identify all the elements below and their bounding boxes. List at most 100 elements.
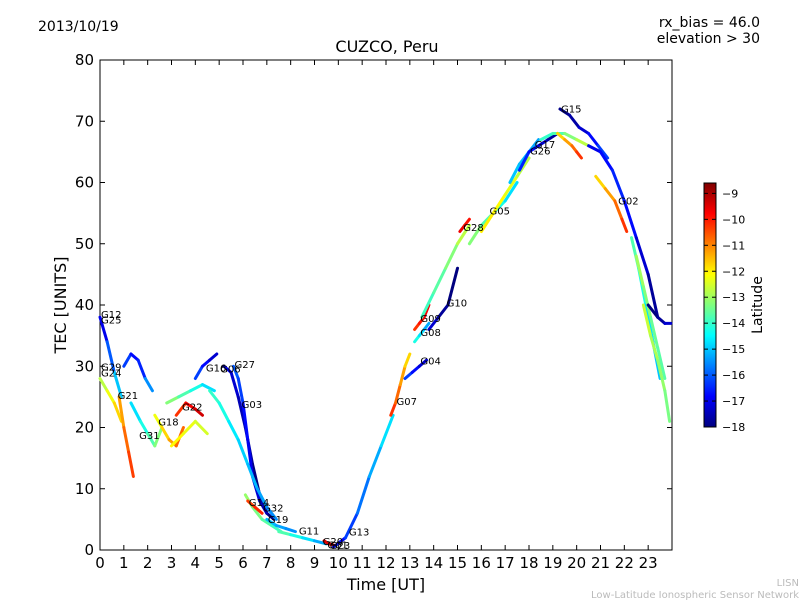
satellite-label: G21 <box>118 391 138 402</box>
series-segment <box>417 358 429 368</box>
series-segment <box>127 450 135 478</box>
series-G16 <box>193 352 219 380</box>
series-rise-a <box>420 223 471 319</box>
series-segment <box>241 401 250 442</box>
x-axis: 0 1 2 3 4 5 6 7 8 9 10 11 12 13 14 15 16 17 18 19 20 21 22 23 <box>95 60 658 572</box>
series-pre-dawn-a <box>122 352 154 393</box>
x-tick-label: 21 <box>591 554 610 572</box>
x-tick-label: 1 <box>119 554 129 572</box>
series-segment <box>255 487 269 509</box>
series-G04 <box>403 358 429 380</box>
series-segment <box>436 303 450 319</box>
series-segment <box>527 144 541 154</box>
series-segment <box>332 536 347 549</box>
satellite-label: G09 <box>420 314 440 325</box>
elevation-label: elevation > 30 <box>657 31 760 47</box>
series-segment <box>634 254 645 289</box>
x-tick-label: 7 <box>262 554 272 572</box>
series-segment <box>641 303 653 338</box>
satellite-label: G02 <box>618 196 638 207</box>
series-G15 <box>558 107 610 160</box>
series-segment <box>265 511 276 521</box>
satellite-label: G19 <box>268 515 288 526</box>
series-segment <box>432 266 448 295</box>
colorbar-tick-label: −14 <box>722 317 745 330</box>
satellite-label: G03 <box>242 400 262 411</box>
series-segment <box>603 187 617 203</box>
series-segment <box>663 389 672 423</box>
series-segment <box>117 395 126 429</box>
series-segment <box>394 383 402 405</box>
series-segment <box>456 223 471 246</box>
series-segment <box>398 364 407 387</box>
series-segment <box>170 432 185 448</box>
series-G20/G01/G23 <box>322 539 336 547</box>
series-segment <box>367 444 383 478</box>
colorbar-tick-label: −15 <box>722 343 745 356</box>
series-segment <box>491 193 507 215</box>
series-segment <box>656 315 667 325</box>
satellite-label: G05 <box>489 207 509 218</box>
series-segment <box>517 150 531 172</box>
x-tick-label: 22 <box>615 554 634 572</box>
series-segment <box>649 334 660 362</box>
series-segment <box>379 413 395 448</box>
series-segment <box>251 505 264 521</box>
satellite-label: G25 <box>101 316 121 327</box>
series-segment <box>577 125 591 135</box>
series-segment <box>599 150 614 172</box>
series-segment <box>622 199 638 240</box>
series-segment <box>246 462 259 491</box>
x-tick-label: 4 <box>191 554 201 572</box>
x-tick-label: 14 <box>424 554 443 572</box>
series-segment <box>122 426 131 454</box>
x-axis-label: Time [UT] <box>346 575 425 594</box>
series-pre-dawn-c <box>170 419 209 448</box>
series-G11 <box>277 530 328 546</box>
series-segment <box>146 432 157 448</box>
x-tick-label: 17 <box>496 554 515 572</box>
series-segment <box>446 266 459 307</box>
series-G28 <box>458 217 471 233</box>
series-segment <box>277 530 293 537</box>
series-eve-c <box>634 254 667 380</box>
y-tick-label: 0 <box>84 541 94 559</box>
series-segment <box>246 499 257 509</box>
series-segment <box>444 242 459 270</box>
series-segment <box>403 370 414 380</box>
series-segment <box>139 419 150 436</box>
series-eve-e <box>646 303 673 325</box>
series-segment <box>656 358 667 393</box>
series-segment <box>98 377 109 393</box>
colorbar-tick-label: −16 <box>722 369 745 382</box>
y-tick-label: 40 <box>75 296 94 314</box>
series-segment <box>656 346 667 380</box>
series-segment <box>122 352 133 368</box>
satellite-label: G12 <box>101 310 121 321</box>
satellite-label: G16 <box>206 363 226 374</box>
series-segment <box>222 364 233 374</box>
x-tick-label: 3 <box>167 554 177 572</box>
series-segment <box>231 364 240 380</box>
series-segment <box>613 199 624 221</box>
series-segment <box>200 383 216 393</box>
plot-area <box>99 59 673 551</box>
y-tick-label: 50 <box>75 235 94 253</box>
series-segment <box>284 527 297 534</box>
x-tick-label: 19 <box>543 554 562 572</box>
colorbar-tick-label: −9 <box>722 187 738 200</box>
series-G32 <box>246 499 264 515</box>
series-segment <box>515 156 531 178</box>
series-segment <box>98 315 109 344</box>
series-G12/G25 <box>98 315 123 399</box>
satellite-label: G11 <box>299 526 319 537</box>
series-segment <box>165 395 181 405</box>
satellite-label: G14 <box>249 498 269 509</box>
y-tick-label: 60 <box>75 174 94 192</box>
series-segment <box>427 315 440 331</box>
series-segment <box>153 426 164 448</box>
satellite-label: G22 <box>182 403 202 414</box>
y-tick-label: 20 <box>75 419 94 437</box>
colorbar-tick-label: −17 <box>722 395 745 408</box>
series-segment <box>343 511 359 540</box>
